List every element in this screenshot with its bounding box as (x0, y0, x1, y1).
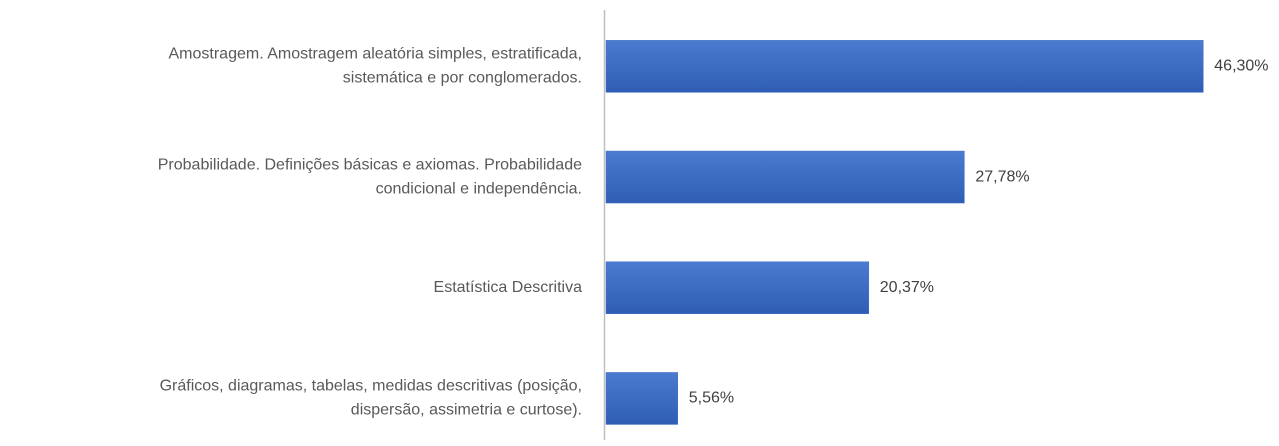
bar (605, 40, 1204, 93)
value-label: 5,56% (689, 390, 734, 407)
category-label: Gráficos, diagramas, tabelas, medidas de… (160, 378, 582, 395)
bar (605, 261, 870, 314)
category-label: sistemática e por conglomerados. (343, 70, 582, 87)
value-label: 27,78% (975, 168, 1029, 185)
category-label: Probabilidade. Definições básicas e axio… (158, 156, 582, 173)
category-label: Estatística Descritiva (434, 279, 583, 296)
bar (605, 372, 678, 425)
category-label: Amostragem. Amostragem aleatória simples… (169, 46, 583, 63)
category-label: dispersão, assimetria e curtose). (351, 402, 582, 419)
value-label: 46,30% (1214, 58, 1268, 75)
bar (605, 150, 965, 204)
value-label: 20,37% (880, 279, 934, 296)
category-label: condicional e independência. (376, 180, 582, 197)
